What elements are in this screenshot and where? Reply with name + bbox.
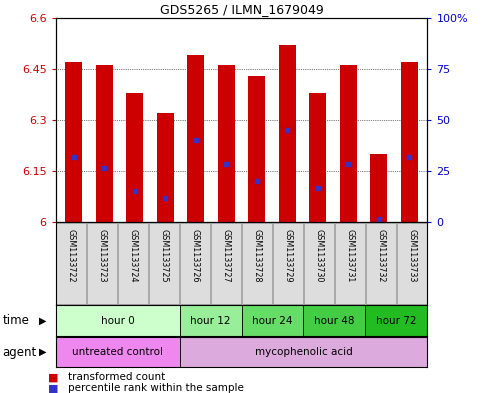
Text: ■: ■ bbox=[48, 372, 59, 382]
Bar bbox=[279, 45, 296, 222]
Bar bbox=[180, 305, 242, 336]
Bar bbox=[56, 337, 180, 367]
Bar bbox=[218, 65, 235, 222]
Bar bbox=[309, 93, 326, 222]
Text: GSM1133722: GSM1133722 bbox=[67, 229, 75, 282]
Bar bbox=[118, 223, 148, 304]
Bar bbox=[273, 223, 303, 304]
Text: ▶: ▶ bbox=[39, 347, 46, 357]
Bar bbox=[303, 305, 366, 336]
Text: time: time bbox=[2, 314, 29, 327]
Bar bbox=[366, 223, 396, 304]
Text: untreated control: untreated control bbox=[72, 347, 163, 357]
Text: hour 0: hour 0 bbox=[100, 316, 134, 326]
Text: GSM1133723: GSM1133723 bbox=[98, 229, 107, 282]
Text: GSM1133725: GSM1133725 bbox=[159, 229, 169, 282]
Text: GSM1133728: GSM1133728 bbox=[253, 229, 261, 282]
Text: GSM1133731: GSM1133731 bbox=[345, 229, 355, 282]
Text: mycophenolic acid: mycophenolic acid bbox=[255, 347, 353, 357]
Bar bbox=[127, 93, 143, 222]
Text: GSM1133732: GSM1133732 bbox=[376, 229, 385, 282]
Text: agent: agent bbox=[2, 345, 37, 359]
Bar bbox=[242, 223, 272, 304]
Bar bbox=[180, 337, 427, 367]
Text: GSM1133733: GSM1133733 bbox=[408, 229, 416, 282]
Text: GSM1133727: GSM1133727 bbox=[222, 229, 230, 282]
Bar bbox=[187, 55, 204, 222]
Bar bbox=[340, 65, 356, 222]
Text: percentile rank within the sample: percentile rank within the sample bbox=[68, 383, 243, 393]
Bar bbox=[248, 75, 265, 222]
Bar bbox=[157, 113, 174, 222]
Bar bbox=[180, 223, 210, 304]
Text: hour 12: hour 12 bbox=[190, 316, 231, 326]
Bar bbox=[335, 223, 365, 304]
Text: transformed count: transformed count bbox=[68, 372, 165, 382]
Text: hour 48: hour 48 bbox=[314, 316, 355, 326]
Text: hour 72: hour 72 bbox=[376, 316, 417, 326]
Title: GDS5265 / ILMN_1679049: GDS5265 / ILMN_1679049 bbox=[159, 4, 324, 17]
Bar bbox=[87, 223, 117, 304]
Text: GSM1133729: GSM1133729 bbox=[284, 229, 293, 282]
Text: hour 24: hour 24 bbox=[252, 316, 293, 326]
Bar bbox=[149, 223, 179, 304]
Bar bbox=[56, 223, 86, 304]
Text: GSM1133726: GSM1133726 bbox=[190, 229, 199, 282]
Text: ■: ■ bbox=[48, 383, 59, 393]
Bar bbox=[366, 305, 427, 336]
Bar bbox=[56, 305, 180, 336]
Bar bbox=[96, 65, 113, 222]
Text: ▶: ▶ bbox=[39, 316, 46, 326]
Text: GSM1133724: GSM1133724 bbox=[128, 229, 138, 282]
Bar bbox=[242, 305, 303, 336]
Bar bbox=[211, 223, 241, 304]
Text: GSM1133730: GSM1133730 bbox=[314, 229, 324, 282]
Bar bbox=[401, 62, 417, 222]
Bar bbox=[397, 223, 427, 304]
Bar bbox=[370, 154, 387, 222]
Bar bbox=[304, 223, 334, 304]
Bar bbox=[66, 62, 82, 222]
